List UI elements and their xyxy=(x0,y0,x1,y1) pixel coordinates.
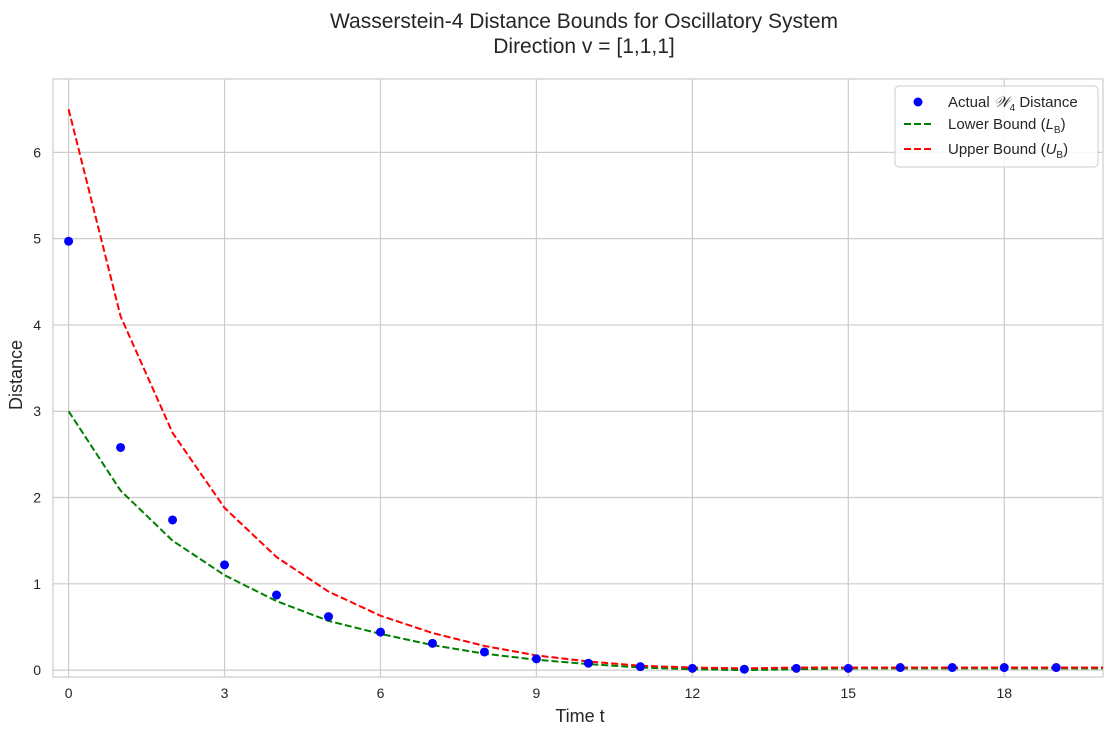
actual-distance-point xyxy=(687,663,697,673)
actual-distance-point xyxy=(479,647,489,657)
y-tick-label: 3 xyxy=(33,403,41,419)
actual-distance-point xyxy=(791,663,801,673)
actual-distance-point xyxy=(583,658,593,668)
x-tick-label: 0 xyxy=(65,685,73,701)
x-tick-label: 12 xyxy=(685,685,701,701)
x-tick-label: 9 xyxy=(533,685,541,701)
legend-main-text: Lower Bound ( xyxy=(948,116,1046,133)
legend-symbol-text: 𝒲 xyxy=(994,94,1013,111)
actual-distance-point xyxy=(947,663,957,673)
y-tick-label: 6 xyxy=(33,144,41,160)
legend-entry-label: Upper Bound (UB) xyxy=(948,141,1068,161)
y-tick-label: 0 xyxy=(33,662,41,678)
legend-entry-label: Actual 𝒲4 Distance xyxy=(948,94,1078,114)
legend-entry-label: Lower Bound (LB) xyxy=(948,116,1066,136)
legend-sub-text: B xyxy=(1056,150,1063,161)
y-tick-label: 1 xyxy=(33,576,41,592)
legend-sub-text: 4 xyxy=(1010,103,1016,114)
plot-frame xyxy=(52,78,1104,678)
legend-tail-text: Distance xyxy=(1015,94,1078,111)
x-axis-label: Time t xyxy=(555,706,604,726)
legend-frame xyxy=(894,85,1099,168)
actual-distance-point xyxy=(531,654,541,664)
actual-distance-point xyxy=(999,663,1009,673)
actual-distance-point xyxy=(1104,663,1112,672)
actual-distance-point xyxy=(220,560,230,570)
legend-swatch-marker xyxy=(913,97,923,107)
actual-distance-point xyxy=(168,515,178,525)
legend-tail-text: ) xyxy=(1063,141,1068,158)
x-tick-label: 15 xyxy=(841,685,857,701)
actual-distance-point xyxy=(375,627,385,637)
actual-distance-point xyxy=(272,590,282,600)
actual-distance-point xyxy=(427,638,437,648)
chart-subtitle: Direction v = [1,1,1] xyxy=(493,35,675,58)
legend-symbol-text: L xyxy=(1046,116,1054,133)
actual-distance-point xyxy=(323,612,333,622)
actual-distance-point xyxy=(1051,663,1061,673)
x-tick-label: 3 xyxy=(221,685,229,701)
y-tick-label: 4 xyxy=(33,317,41,333)
actual-distance-point xyxy=(895,663,905,673)
actual-distance-point xyxy=(635,662,645,672)
series-line-upper-bound xyxy=(67,108,1103,670)
grid xyxy=(53,79,1103,677)
legend-sub-text: B xyxy=(1054,125,1061,136)
actual-distance-point xyxy=(843,663,853,673)
y-axis-label: Distance xyxy=(6,340,26,410)
y-tick-label: 2 xyxy=(33,490,41,506)
x-tick-label: 6 xyxy=(377,685,385,701)
legend-symbol-text: U xyxy=(1046,141,1057,158)
series-layer xyxy=(64,108,1112,674)
legend-main-text: Upper Bound ( xyxy=(948,141,1046,158)
actual-distance-point xyxy=(64,236,74,246)
actual-distance-point xyxy=(739,664,749,674)
actual-distance-point xyxy=(116,442,126,452)
legend-main-text: Actual xyxy=(948,94,994,111)
legend-tail-text: ) xyxy=(1061,116,1066,133)
x-tick-label: 18 xyxy=(996,685,1012,701)
chart-title: Wasserstein-4 Distance Bounds for Oscill… xyxy=(330,10,838,33)
y-tick-label: 5 xyxy=(33,231,41,247)
